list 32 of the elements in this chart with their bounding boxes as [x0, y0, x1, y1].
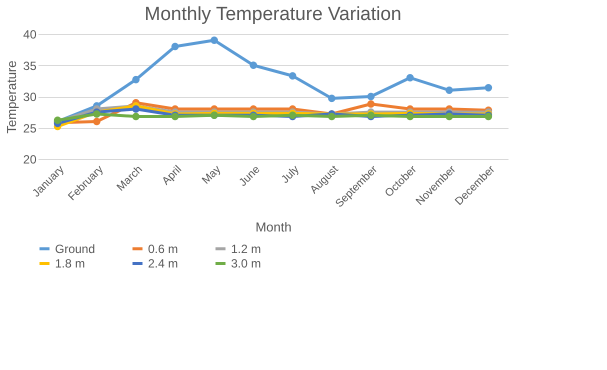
point [93, 118, 100, 126]
point [210, 36, 218, 44]
legend-label: 3.0 m [231, 256, 262, 270]
point [288, 72, 296, 80]
y-tick-label: 25 [23, 121, 37, 136]
point [132, 105, 140, 113]
legend-label: Ground [55, 242, 96, 256]
y-axis-title: Temperature [4, 60, 20, 134]
point [250, 62, 258, 69]
point [484, 84, 492, 92]
y-tick-label: 35 [23, 58, 37, 73]
point [406, 74, 414, 82]
chart-title: Monthly Temperature Variation [144, 4, 402, 25]
point [132, 76, 140, 84]
point [367, 92, 375, 100]
point [328, 112, 336, 120]
y-tick-label: 30 [23, 90, 37, 104]
legend-label: 1.8 m [55, 256, 86, 270]
point [328, 94, 336, 102]
point [171, 42, 179, 50]
legend-label: 1.2 m [231, 242, 262, 256]
point [367, 100, 375, 108]
point [446, 112, 453, 120]
x-axis-title: Month [255, 219, 292, 234]
x-tick-label: July [279, 163, 302, 186]
point [132, 112, 140, 120]
legend-label: 0.6 m [148, 242, 178, 256]
x-tick-label: May [200, 163, 224, 187]
point [446, 86, 453, 94]
legend-label: 2.4 m [148, 256, 178, 270]
y-tick-label: 40 [23, 28, 37, 42]
y-tick-label: 20 [23, 152, 37, 166]
